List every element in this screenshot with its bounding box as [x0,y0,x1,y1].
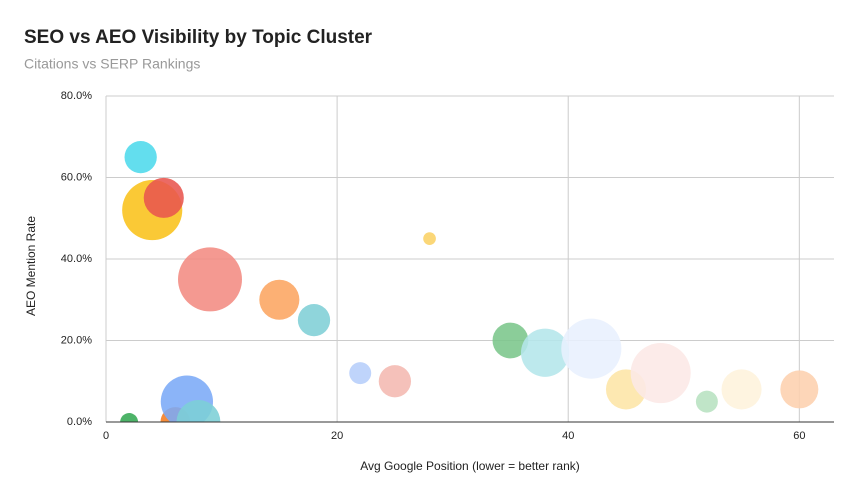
bubble [178,247,242,312]
bubble [124,140,157,174]
x-tick-label: 0 [103,430,109,442]
x-tick-label: 60 [793,430,805,442]
bubble [695,390,718,413]
bubble [561,318,622,379]
bubble [492,322,529,359]
bubble [721,369,762,410]
y-tick-label: 40.0% [61,253,92,265]
x-tick-label: 20 [331,430,343,442]
bubble [143,177,184,218]
x-tick-label: 40 [562,430,574,442]
bubble [378,365,412,398]
bubble [349,362,372,385]
chart-subtitle: Citations vs SERP Rankings [24,56,200,72]
y-tick-label: 0.0% [67,416,92,428]
y-tick-label: 20.0% [61,334,92,346]
bubble [120,413,139,422]
bubble [630,343,691,404]
bubbles [120,140,819,422]
chart-title: SEO vs AEO Visibility by Topic Cluster [24,27,373,48]
bubble [780,370,819,409]
x-axis-title: Avg Google Position (lower = better rank… [360,459,580,473]
bubble [176,400,221,422]
y-tick-label: 80.0% [61,90,92,102]
bubble [423,232,436,245]
bubble [297,303,331,337]
bubble [259,279,300,320]
y-tick-label: 60.0% [61,171,92,183]
bubble [520,328,570,377]
y-axis-title: AEO Mention Rate [24,216,38,316]
